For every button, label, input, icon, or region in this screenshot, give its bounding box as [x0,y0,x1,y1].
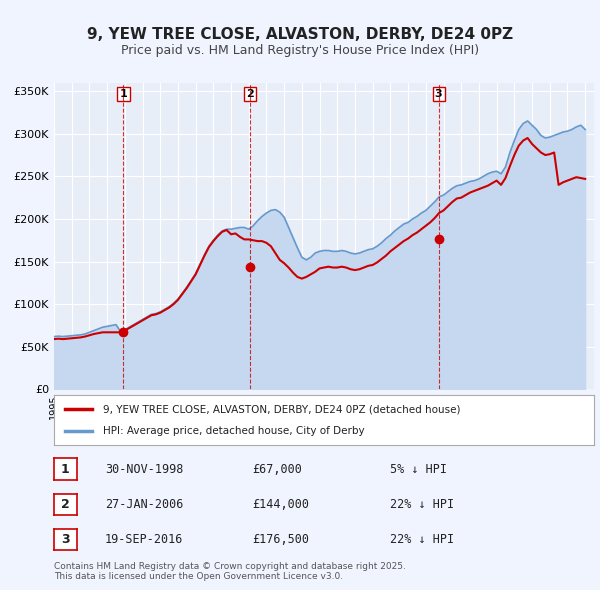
Text: 2: 2 [246,88,254,99]
Text: 22% ↓ HPI: 22% ↓ HPI [390,498,454,511]
Text: 9, YEW TREE CLOSE, ALVASTON, DERBY, DE24 0PZ: 9, YEW TREE CLOSE, ALVASTON, DERBY, DE24… [87,27,513,41]
Text: Contains HM Land Registry data © Crown copyright and database right 2025.
This d: Contains HM Land Registry data © Crown c… [54,562,406,581]
Text: 5% ↓ HPI: 5% ↓ HPI [390,463,447,476]
Text: 2: 2 [61,498,70,511]
Text: 3: 3 [61,533,70,546]
Text: £144,000: £144,000 [252,498,309,511]
Text: 1: 1 [61,463,70,476]
Text: 3: 3 [435,88,442,99]
Text: HPI: Average price, detached house, City of Derby: HPI: Average price, detached house, City… [103,427,364,437]
Text: 9, YEW TREE CLOSE, ALVASTON, DERBY, DE24 0PZ (detached house): 9, YEW TREE CLOSE, ALVASTON, DERBY, DE24… [103,404,460,414]
Text: 30-NOV-1998: 30-NOV-1998 [105,463,184,476]
Text: 1: 1 [119,88,127,99]
Text: 27-JAN-2006: 27-JAN-2006 [105,498,184,511]
Text: 22% ↓ HPI: 22% ↓ HPI [390,533,454,546]
Text: £67,000: £67,000 [252,463,302,476]
Text: 19-SEP-2016: 19-SEP-2016 [105,533,184,546]
Text: Price paid vs. HM Land Registry's House Price Index (HPI): Price paid vs. HM Land Registry's House … [121,44,479,57]
Text: £176,500: £176,500 [252,533,309,546]
